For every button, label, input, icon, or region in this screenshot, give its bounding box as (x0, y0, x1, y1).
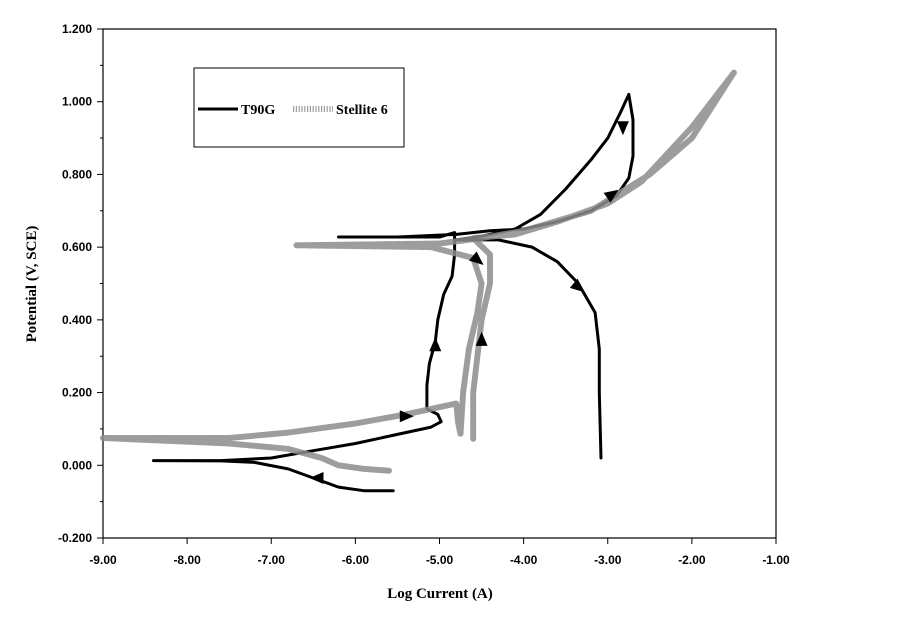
direction-arrow (399, 410, 414, 423)
y-tick-label: 0.000 (62, 458, 92, 472)
x-axis-ticks: -9.00 -8.00 -7.00 -6.00 -5.00 -4.00 -3.00 -2.00… (89, 538, 790, 567)
x-tick-label: -2.00 (678, 553, 706, 567)
x-tick-label: -3.00 (594, 553, 622, 567)
direction-arrow (616, 121, 629, 136)
x-tick-label: -4.00 (510, 553, 538, 567)
legend-label-stellite-6: Stellite 6 (336, 103, 388, 118)
y-tick-label: 1.200 (62, 22, 92, 36)
y-tick-label: 0.400 (62, 313, 92, 327)
y-tick-label: -0.200 (58, 531, 92, 545)
direction-arrow (429, 337, 442, 352)
y-tick-label: 0.200 (62, 386, 92, 400)
x-tick-label: -5.00 (426, 553, 454, 567)
x-tick-label: -8.00 (173, 553, 201, 567)
series-layer (100, 69, 737, 493)
x-tick-label: -6.00 (342, 553, 370, 567)
x-tick-label: -1.00 (762, 553, 790, 567)
x-tick-label: -9.00 (89, 553, 117, 567)
direction-arrow (603, 189, 619, 203)
direction-arrows (309, 121, 629, 484)
legend-label-t90g: T90G (241, 103, 275, 118)
direction-arrow (468, 251, 484, 266)
y-axis-ticks: -0.200 0.000 0.200 0.400 0.600 0.800 1.000 1.20… (58, 22, 103, 545)
x-tick-label: -7.00 (258, 553, 286, 567)
legend: T90G Stellite 6 (193, 67, 405, 148)
x-axis-title: Log Current (A) (387, 586, 493, 602)
direction-arrow (569, 278, 585, 293)
y-tick-label: 0.800 (62, 167, 92, 181)
series-t90g-line (152, 92, 635, 493)
y-tick-label: 0.600 (62, 240, 92, 254)
direction-arrow (309, 472, 324, 484)
y-axis-title: Potential (V, SCE) (24, 226, 40, 343)
direction-arrow (475, 331, 488, 346)
y-tick-label: 1.000 (62, 95, 92, 109)
series-stellite-6-line (100, 69, 737, 474)
